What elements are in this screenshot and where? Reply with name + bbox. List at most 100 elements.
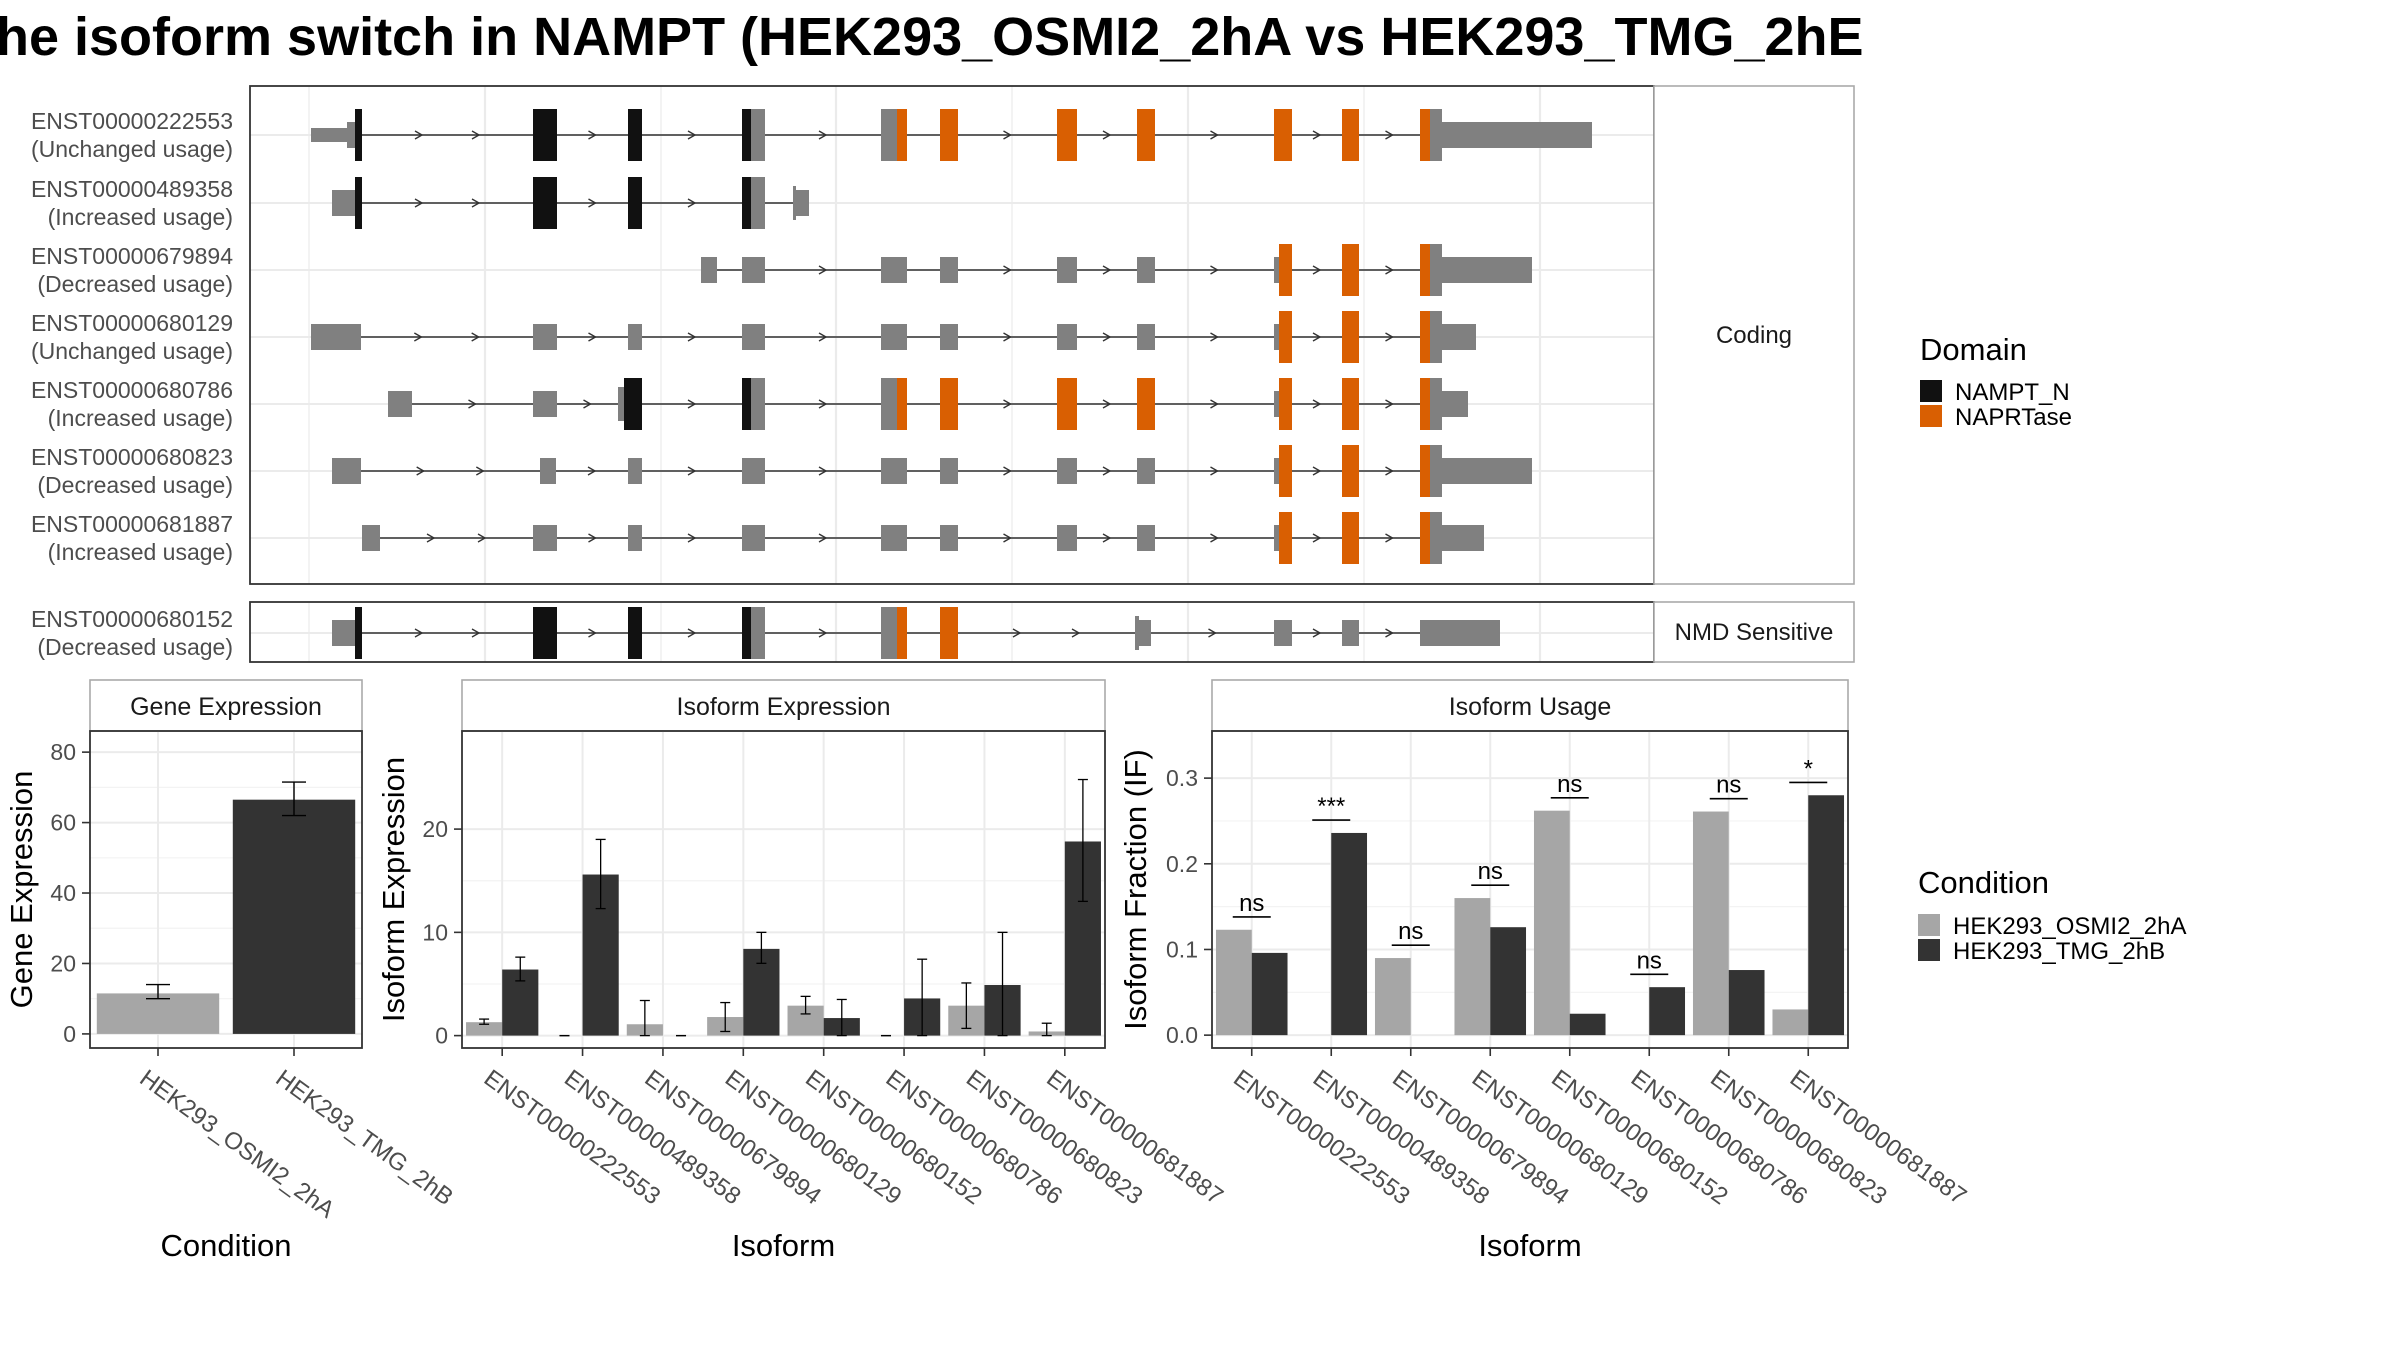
- exon: [940, 109, 958, 161]
- strand-arrow: [1102, 399, 1112, 409]
- exon: [628, 607, 642, 659]
- exon: [742, 257, 765, 283]
- exon: [1420, 445, 1430, 497]
- exon: [742, 177, 751, 229]
- exon: [1442, 324, 1476, 350]
- y-axis-title: Gene Expression: [4, 771, 39, 1009]
- exon: [881, 525, 907, 551]
- strand-arrow: [587, 466, 597, 476]
- y-tick-label: 20: [422, 816, 448, 842]
- strand-arrow: [818, 466, 828, 476]
- y-tick-label: 0.2: [1166, 851, 1198, 877]
- strand-arrow: [687, 628, 697, 638]
- exon: [1430, 445, 1442, 497]
- transcript-id-label: ENST00000680152: [31, 606, 233, 632]
- significance-label: ***: [1317, 793, 1345, 820]
- exon: [1274, 324, 1279, 350]
- exon: [1274, 525, 1279, 551]
- facet-strip: [1653, 601, 1855, 663]
- exon: [347, 620, 355, 646]
- plot-border: [461, 730, 1106, 1049]
- bar: [1215, 929, 1252, 1036]
- exon: [1430, 109, 1442, 161]
- exon: [1420, 244, 1430, 296]
- strand-arrow: [1071, 628, 1081, 638]
- exon: [1279, 311, 1292, 363]
- strand-arrow: [471, 332, 481, 342]
- strand-arrow: [818, 332, 828, 342]
- exon: [1442, 525, 1484, 551]
- transcript-row: ENST00000679894(Decreased usage): [31, 243, 1532, 297]
- strand-arrow: [1210, 130, 1219, 140]
- y-axis-title: Isoform Fraction (IF): [1118, 749, 1153, 1030]
- exon: [940, 257, 958, 283]
- strand-arrow: [687, 130, 697, 140]
- exon: [796, 190, 809, 216]
- transcript-structure-panel: ENST00000222553(Unchanged usage)ENST0000…: [31, 85, 1855, 663]
- strand-arrow: [687, 533, 697, 543]
- condition-legend-label: HEK293_TMG_2hB: [1953, 938, 2165, 965]
- strand-arrow: [1102, 332, 1112, 342]
- figure-title: he isoform switch in NAMPT (HEK293_OSMI2…: [0, 7, 1864, 67]
- y-tick-label: 0: [63, 1021, 76, 1047]
- exon: [1137, 458, 1155, 484]
- strand-arrow: [416, 466, 426, 476]
- exon: [742, 378, 751, 430]
- strand-arrow: [818, 399, 828, 409]
- y-tick-label: 80: [50, 739, 76, 765]
- exon: [355, 177, 362, 229]
- exon: [347, 190, 355, 216]
- strand-arrow: [1003, 533, 1012, 543]
- strand-arrow: [1003, 265, 1012, 275]
- exon: [1137, 378, 1155, 430]
- strand-arrow: [1385, 628, 1394, 638]
- exon: [332, 458, 361, 484]
- transcript-usage-label: (Unchanged usage): [31, 338, 233, 364]
- bar: [466, 1022, 503, 1036]
- strand-arrow: [1012, 628, 1022, 638]
- transcript-usage-label: (Decreased usage): [37, 472, 233, 498]
- exon: [1057, 525, 1077, 551]
- strand-arrow: [687, 198, 697, 208]
- exon: [1420, 620, 1500, 646]
- exon: [1342, 512, 1359, 564]
- exon: [1137, 324, 1155, 350]
- strand-arrow: [818, 265, 828, 275]
- strand-arrow: [1312, 130, 1322, 140]
- x-axis-title: Condition: [161, 1228, 292, 1263]
- plot-strip: [89, 679, 363, 732]
- exon: [751, 177, 765, 229]
- strand-arrow: [414, 628, 424, 638]
- bar: [1649, 987, 1686, 1036]
- transcript-id-label: ENST00000680129: [31, 310, 233, 336]
- significance-label: ns: [1716, 772, 1741, 799]
- strand-arrow: [1312, 466, 1322, 476]
- y-tick-label: 10: [422, 919, 448, 945]
- exon: [1442, 458, 1532, 484]
- exon: [533, 324, 557, 350]
- bar: [1251, 952, 1288, 1036]
- exon: [533, 109, 557, 161]
- exon: [332, 190, 347, 216]
- plot-border: [1211, 730, 1849, 1049]
- exon: [628, 525, 642, 551]
- transcript-id-label: ENST00000679894: [31, 243, 233, 269]
- exon: [1274, 109, 1292, 161]
- significance-label: ns: [1637, 947, 1662, 974]
- significance-label: ns: [1398, 918, 1423, 945]
- exon: [940, 458, 958, 484]
- exon: [628, 177, 642, 229]
- transcript-id-label: ENST00000680823: [31, 444, 233, 470]
- transcript-row: ENST00000489358(Increased usage): [31, 176, 809, 230]
- exon: [881, 458, 907, 484]
- exon: [1430, 244, 1442, 296]
- exon: [897, 378, 907, 430]
- strand-arrow: [471, 198, 481, 208]
- strand-arrow: [1208, 628, 1217, 638]
- exon: [1057, 458, 1077, 484]
- exon: [533, 177, 557, 229]
- exon: [311, 324, 361, 350]
- exon: [1137, 525, 1155, 551]
- exon: [1274, 257, 1279, 283]
- strand-arrow: [687, 466, 697, 476]
